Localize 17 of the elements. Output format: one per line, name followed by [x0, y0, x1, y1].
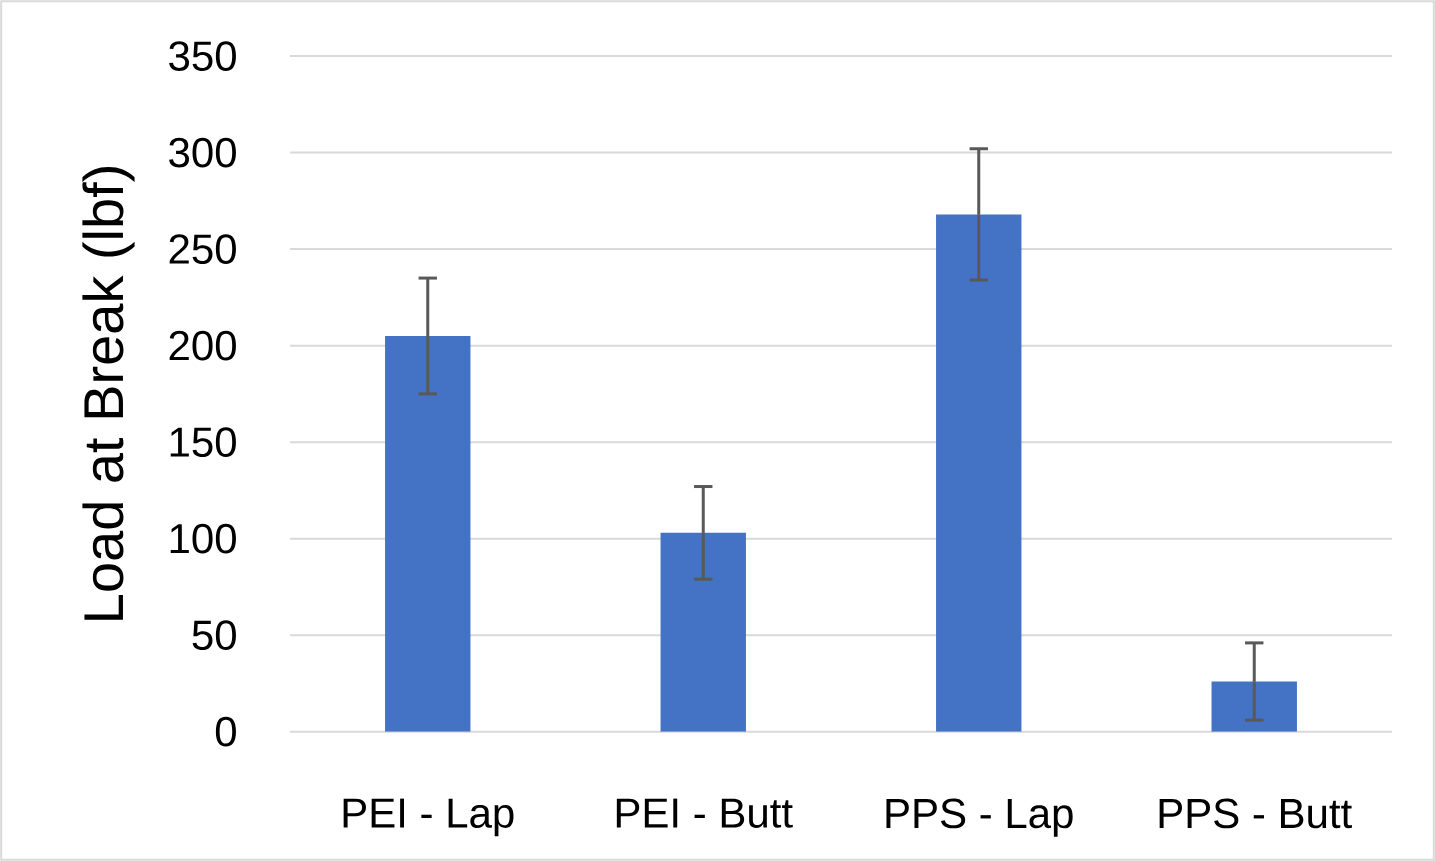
y-axis-title: Load at Break (lbf)	[82, 167, 135, 620]
bar	[385, 335, 471, 732]
x-tick-label: PEI - Butt	[616, 798, 793, 828]
y-tick-label: 300	[169, 137, 236, 168]
bar	[936, 214, 1022, 732]
x-tick-label: PEI - Lap	[343, 798, 514, 837]
x-tick-label: PPS - Lap	[886, 798, 1073, 837]
y-tick-label: 150	[170, 427, 236, 458]
y-tick-label: 350	[169, 41, 236, 71]
bar	[1211, 681, 1297, 732]
x-tick-label: PPS - Butt	[1159, 798, 1352, 829]
y-tick-label: 200	[169, 330, 236, 361]
bar	[660, 532, 746, 732]
y-tick-label: 50	[192, 620, 236, 651]
y-tick-label: 100	[170, 523, 236, 554]
y-tick-label: 0	[215, 716, 236, 747]
y-tick-label: 250	[169, 234, 236, 264]
